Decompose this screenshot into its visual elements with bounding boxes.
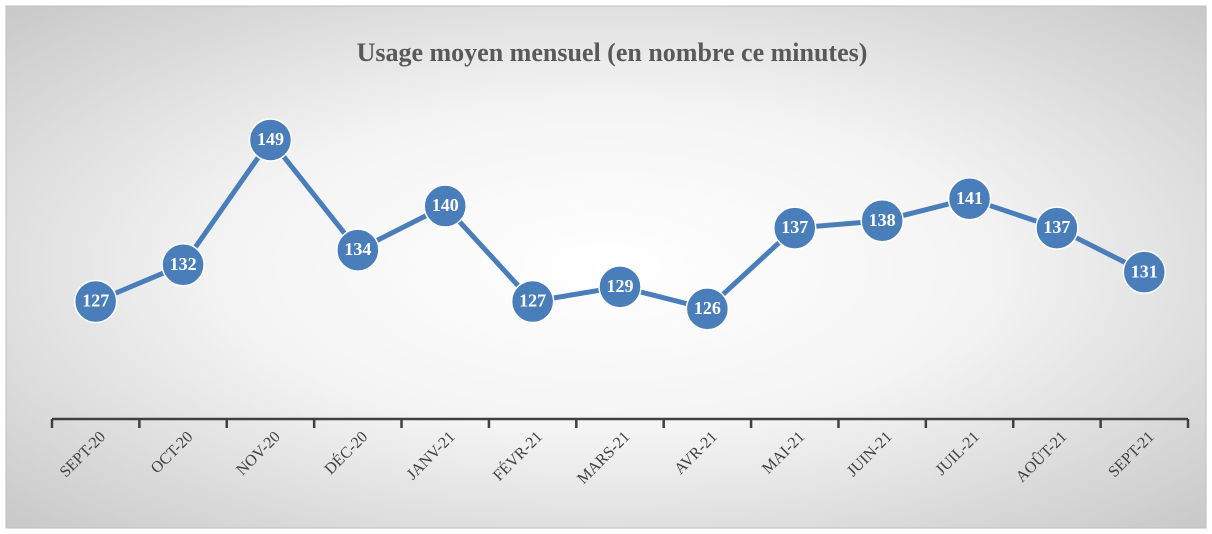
data-label: 149 <box>257 129 284 149</box>
chart-background <box>5 5 1207 529</box>
data-label: 138 <box>869 210 896 230</box>
data-label: 140 <box>432 195 459 215</box>
data-point <box>248 118 293 162</box>
data-label: 129 <box>607 276 634 296</box>
data-label: 127 <box>82 291 109 311</box>
data-point <box>947 176 992 221</box>
data-label: 126 <box>694 298 721 318</box>
data-point <box>598 265 642 309</box>
data-point <box>773 206 817 250</box>
data-label: 131 <box>1131 261 1158 281</box>
data-point <box>423 184 467 228</box>
data-point <box>73 279 118 324</box>
data-label: 137 <box>1043 217 1070 237</box>
data-label: 132 <box>170 254 197 274</box>
data-point <box>161 243 205 287</box>
data-point <box>336 228 380 272</box>
data-label: 127 <box>519 291 546 311</box>
data-point <box>685 287 730 331</box>
data-label: 137 <box>781 217 808 237</box>
chart-title: Usage moyen mensuel (en nombre ce minute… <box>357 38 868 67</box>
data-label: 141 <box>956 188 983 208</box>
data-point <box>510 279 555 324</box>
data-point <box>1122 250 1167 294</box>
data-label: 134 <box>344 239 371 259</box>
data-point <box>1035 206 1079 250</box>
data-point <box>860 198 904 243</box>
